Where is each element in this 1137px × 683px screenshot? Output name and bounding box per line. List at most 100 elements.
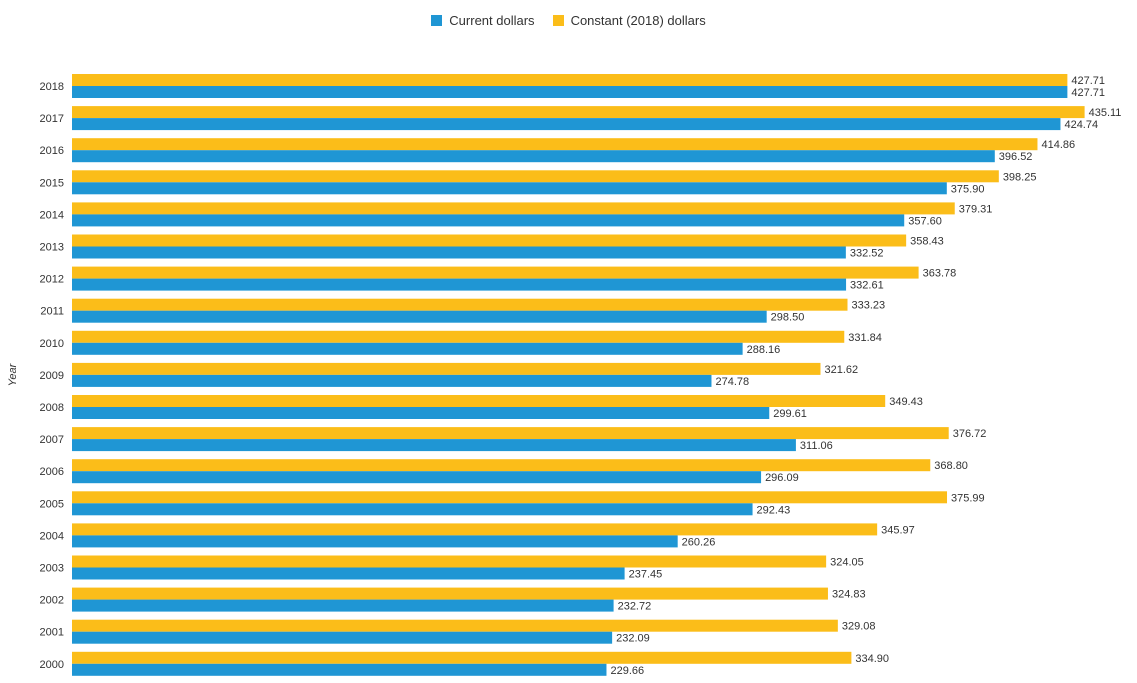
data-label-constant-2015: 398.25 bbox=[1003, 171, 1037, 183]
data-label-current-2006: 296.09 bbox=[765, 472, 799, 484]
data-label-constant-2018: 427.71 bbox=[1071, 75, 1105, 87]
bar-constant-2016[interactable] bbox=[72, 138, 1038, 151]
y-tick-label-2010: 2010 bbox=[40, 338, 64, 350]
data-label-current-2010: 288.16 bbox=[747, 344, 781, 356]
data-label-constant-2004: 345.97 bbox=[881, 524, 915, 536]
data-label-constant-2009: 321.62 bbox=[824, 364, 858, 376]
bar-current-2018[interactable] bbox=[72, 86, 1068, 98]
bar-constant-2014[interactable] bbox=[72, 202, 955, 215]
bar-constant-2018[interactable] bbox=[72, 74, 1068, 86]
y-tick-label-2000: 2000 bbox=[40, 659, 64, 671]
bar-constant-2000[interactable] bbox=[72, 651, 852, 664]
bar-current-2010[interactable] bbox=[72, 342, 743, 355]
data-label-constant-2005: 375.99 bbox=[951, 492, 985, 504]
data-label-constant-2012: 363.78 bbox=[923, 268, 957, 280]
y-tick-label-2003: 2003 bbox=[40, 563, 64, 575]
data-label-constant-2006: 368.80 bbox=[934, 460, 968, 472]
bar-constant-2017[interactable] bbox=[72, 106, 1085, 119]
data-label-current-2014: 357.60 bbox=[908, 215, 942, 227]
bar-constant-2008[interactable] bbox=[72, 395, 886, 407]
y-tick-label-2015: 2015 bbox=[40, 177, 64, 189]
data-label-current-2012: 332.61 bbox=[850, 280, 884, 292]
bar-current-2002[interactable] bbox=[72, 599, 614, 612]
y-tick-label-2009: 2009 bbox=[40, 370, 64, 382]
data-label-constant-2017: 435.11 bbox=[1089, 107, 1122, 119]
y-tick-label-2004: 2004 bbox=[40, 530, 64, 542]
bar-current-2014[interactable] bbox=[72, 214, 905, 227]
bar-current-2000[interactable] bbox=[72, 663, 607, 676]
data-label-constant-2008: 349.43 bbox=[889, 396, 923, 408]
legend-swatch-constant bbox=[552, 14, 564, 26]
y-tick-label-2018: 2018 bbox=[40, 81, 64, 93]
bar-current-2012[interactable] bbox=[72, 278, 847, 291]
bar-constant-2001[interactable] bbox=[72, 619, 838, 632]
data-label-constant-2001: 329.08 bbox=[842, 621, 876, 633]
legend-item-current[interactable]: Current dollars bbox=[431, 12, 535, 28]
bar-constant-2011[interactable] bbox=[72, 298, 848, 311]
bar-constant-2002[interactable] bbox=[72, 587, 828, 600]
bar-current-2016[interactable] bbox=[72, 150, 995, 163]
bar-constant-2009[interactable] bbox=[72, 362, 821, 375]
data-label-constant-2002: 324.83 bbox=[832, 589, 866, 601]
data-label-current-2002: 232.72 bbox=[618, 601, 652, 613]
y-tick-label-2008: 2008 bbox=[40, 402, 64, 414]
bar-constant-2015[interactable] bbox=[72, 170, 999, 183]
data-label-constant-2011: 333.23 bbox=[852, 300, 886, 312]
data-label-current-2003: 237.45 bbox=[629, 569, 663, 581]
bar-constant-2010[interactable] bbox=[72, 330, 845, 343]
bar-constant-2006[interactable] bbox=[72, 459, 931, 472]
legend-label-current: Current dollars bbox=[449, 12, 535, 28]
legend-swatch-current bbox=[431, 14, 443, 26]
data-label-current-2004: 260.26 bbox=[682, 536, 716, 548]
y-tick-label-2006: 2006 bbox=[40, 466, 64, 478]
data-label-current-2016: 396.52 bbox=[999, 151, 1033, 163]
data-label-constant-2010: 331.84 bbox=[848, 332, 882, 344]
data-label-constant-2000: 334.90 bbox=[855, 653, 889, 665]
legend-label-constant: Constant (2018) dollars bbox=[570, 12, 706, 28]
bar-current-2004[interactable] bbox=[72, 535, 678, 548]
data-label-current-2015: 375.90 bbox=[951, 183, 985, 195]
bar-current-2006[interactable] bbox=[72, 471, 762, 484]
bar-constant-2013[interactable] bbox=[72, 234, 907, 247]
y-tick-label-2014: 2014 bbox=[40, 209, 64, 221]
chart-legend: Current dollars Constant (2018) dollars bbox=[0, 10, 1137, 30]
bar-current-2008[interactable] bbox=[72, 407, 770, 419]
data-label-current-2017: 424.74 bbox=[1064, 119, 1098, 131]
data-label-current-2013: 332.52 bbox=[850, 248, 884, 260]
y-tick-label-2005: 2005 bbox=[40, 498, 64, 510]
data-label-constant-2007: 376.72 bbox=[953, 428, 987, 440]
bar-constant-2005[interactable] bbox=[72, 491, 948, 504]
y-tick-label-2002: 2002 bbox=[40, 595, 64, 607]
y-tick-label-2007: 2007 bbox=[40, 434, 64, 446]
data-label-current-2011: 298.50 bbox=[771, 312, 805, 324]
bar-constant-2004[interactable] bbox=[72, 523, 878, 536]
bar-constant-2003[interactable] bbox=[72, 555, 827, 568]
bar-current-2013[interactable] bbox=[72, 246, 846, 259]
bar-current-2009[interactable] bbox=[72, 374, 712, 387]
data-label-current-2009: 274.78 bbox=[715, 376, 749, 388]
bar-current-2017[interactable] bbox=[72, 118, 1061, 131]
data-label-current-2001: 232.09 bbox=[616, 633, 650, 645]
y-tick-label-2011: 2011 bbox=[40, 306, 64, 318]
data-label-constant-2016: 414.86 bbox=[1041, 139, 1075, 151]
bar-current-2005[interactable] bbox=[72, 503, 753, 516]
y-tick-label-2001: 2001 bbox=[40, 627, 64, 639]
bar-current-2007[interactable] bbox=[72, 439, 796, 452]
data-label-current-2008: 299.61 bbox=[773, 408, 807, 420]
bar-current-2003[interactable] bbox=[72, 567, 625, 580]
data-label-current-2005: 292.43 bbox=[757, 504, 791, 516]
bar-current-2001[interactable] bbox=[72, 631, 613, 644]
data-label-current-2007: 311.06 bbox=[800, 440, 833, 452]
y-tick-label-2017: 2017 bbox=[40, 113, 64, 125]
bar-constant-2007[interactable] bbox=[72, 427, 949, 440]
bar-current-2011[interactable] bbox=[72, 310, 767, 323]
bar-current-2015[interactable] bbox=[72, 182, 947, 195]
data-label-constant-2014: 379.31 bbox=[959, 203, 993, 215]
bar-constant-2012[interactable] bbox=[72, 266, 919, 279]
data-label-current-2000: 229.66 bbox=[610, 665, 644, 677]
y-axis-title: Year bbox=[7, 362, 19, 386]
legend-item-constant[interactable]: Constant (2018) dollars bbox=[552, 12, 706, 28]
y-tick-label-2012: 2012 bbox=[40, 274, 64, 286]
